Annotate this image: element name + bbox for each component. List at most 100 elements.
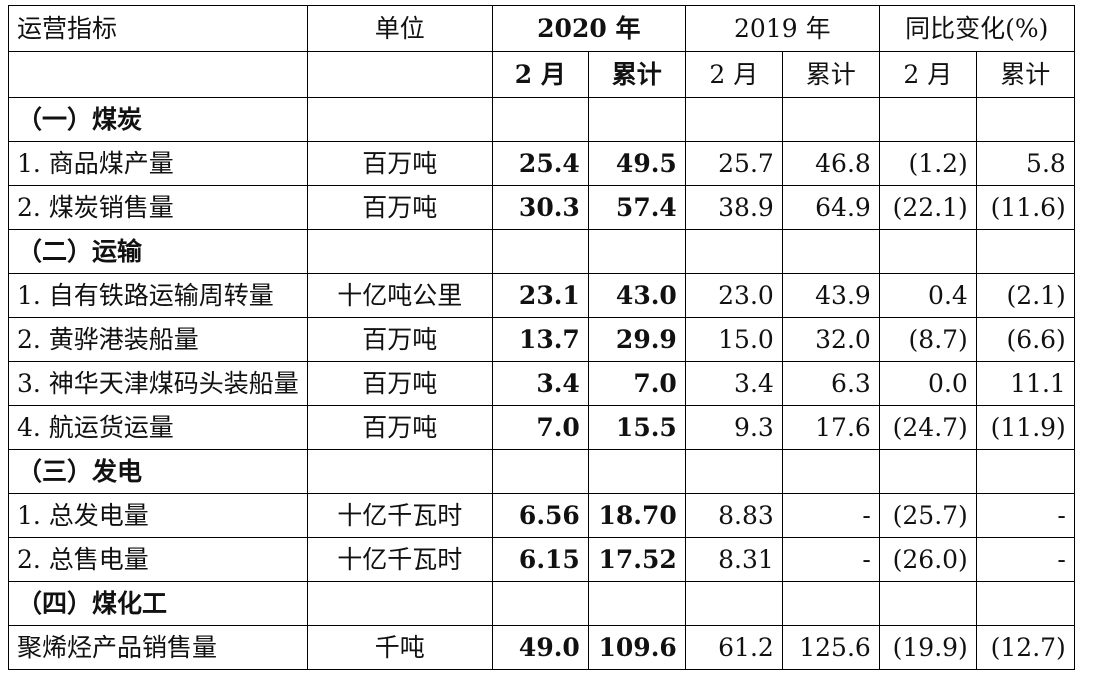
value-2019-feb: 3.4: [684, 361, 783, 406]
indicator-name: 2. 煤炭销售量: [8, 185, 308, 230]
header-yoy-feb: 2 月: [878, 51, 977, 98]
indicator-name: 2. 总售电量: [8, 537, 308, 582]
value-2020-cum: 43.0: [587, 273, 686, 318]
value-2020-cum: 17.52: [587, 537, 686, 582]
indicator-name: 2. 黄骅港装船量: [8, 317, 308, 362]
operating-indicators-table: 运营指标 单位 2020 年 2019 年 同比变化(%) 2 月 累计 2 月…: [8, 5, 1075, 670]
value-2019-feb: 61.2: [684, 625, 783, 670]
value-2019-cum: 32.0: [781, 317, 880, 362]
section-row-chemicals: （四）煤化工: [8, 581, 1075, 626]
yoy-feb: 0.0: [878, 361, 977, 406]
value-2020-cum: 18.70: [587, 493, 686, 538]
indicator-name: 1. 总发电量: [8, 493, 308, 538]
table-row: 2. 煤炭销售量 百万吨 30.3 57.4 38.9 64.9 (22.1) …: [8, 185, 1075, 230]
header-yoy: 同比变化(%): [878, 5, 1075, 52]
value-2020-feb: 13.7: [491, 317, 589, 362]
header-row-2: 2 月 累计 2 月 累计 2 月 累计: [8, 51, 1075, 98]
indicator-name: 4. 航运货运量: [8, 405, 308, 450]
section-row-power: （三）发电: [8, 449, 1075, 494]
table-row: 3. 神华天津煤码头装船量 百万吨 3.4 7.0 3.4 6.3 0.0 11…: [8, 361, 1075, 406]
yoy-feb: (1.2): [878, 141, 977, 186]
section-title: （四）煤化工: [8, 581, 308, 626]
value-2019-cum: 43.9: [781, 273, 880, 318]
value-2020-feb: 7.0: [491, 405, 589, 450]
value-2019-cum: -: [781, 493, 880, 538]
value-2019-cum: 125.6: [781, 625, 880, 670]
header-blank: [306, 51, 493, 98]
yoy-feb: (26.0): [878, 537, 977, 582]
value-2019-cum: 17.6: [781, 405, 880, 450]
yoy-feb: (25.7): [878, 493, 977, 538]
unit: 百万吨: [306, 361, 493, 406]
header-yoy-cum: 累计: [975, 51, 1075, 98]
value-2020-cum: 7.0: [587, 361, 686, 406]
section-row-transport: （二）运输: [8, 229, 1075, 274]
section-title: （二）运输: [8, 229, 308, 274]
table-row: 1. 总发电量 十亿千瓦时 6.56 18.70 8.83 - (25.7) -: [8, 493, 1075, 538]
header-row-1: 运营指标 单位 2020 年 2019 年 同比变化(%): [8, 5, 1075, 52]
yoy-feb: (22.1): [878, 185, 977, 230]
yoy-feb: 0.4: [878, 273, 977, 318]
value-2020-cum: 29.9: [587, 317, 686, 362]
yoy-cum: (6.6): [975, 317, 1075, 362]
yoy-feb: (24.7): [878, 405, 977, 450]
section-title: （三）发电: [8, 449, 308, 494]
header-2019-feb: 2 月: [684, 51, 783, 98]
header-2020-feb: 2 月: [491, 51, 589, 98]
table-row: 2. 黄骅港装船量 百万吨 13.7 29.9 15.0 32.0 (8.7) …: [8, 317, 1075, 362]
section-row-coal: （一）煤炭: [8, 97, 1075, 142]
header-2020-cum: 累计: [587, 51, 686, 98]
table-body: （一）煤炭 1. 商品煤产量 百万吨 25.4 49.5 25.7 46.8 (…: [8, 97, 1075, 670]
yoy-cum: (11.6): [975, 185, 1075, 230]
table-row: 1. 商品煤产量 百万吨 25.4 49.5 25.7 46.8 (1.2) 5…: [8, 141, 1075, 186]
yoy-cum: 5.8: [975, 141, 1075, 186]
value-2019-cum: 6.3: [781, 361, 880, 406]
yoy-cum: (12.7): [975, 625, 1075, 670]
unit: 千吨: [306, 625, 493, 670]
table-row: 聚烯烃产品销售量 千吨 49.0 109.6 61.2 125.6 (19.9)…: [8, 625, 1075, 670]
yoy-cum: -: [975, 537, 1075, 582]
value-2020-cum: 15.5: [587, 405, 686, 450]
value-2019-feb: 8.31: [684, 537, 783, 582]
value-2020-feb: 30.3: [491, 185, 589, 230]
value-2020-feb: 6.15: [491, 537, 589, 582]
table-row: 4. 航运货运量 百万吨 7.0 15.5 9.3 17.6 (24.7) (1…: [8, 405, 1075, 450]
value-2020-feb: 49.0: [491, 625, 589, 670]
table-row: 2. 总售电量 十亿千瓦时 6.15 17.52 8.31 - (26.0) -: [8, 537, 1075, 582]
yoy-cum: -: [975, 493, 1075, 538]
value-2020-cum: 49.5: [587, 141, 686, 186]
unit: 百万吨: [306, 317, 493, 362]
indicator-name: 1. 商品煤产量: [8, 141, 308, 186]
value-2020-feb: 3.4: [491, 361, 589, 406]
unit: 十亿吨公里: [306, 273, 493, 318]
value-2020-feb: 23.1: [491, 273, 589, 318]
yoy-feb: (8.7): [878, 317, 977, 362]
value-2019-feb: 23.0: [684, 273, 783, 318]
unit: 百万吨: [306, 405, 493, 450]
value-2019-cum: 64.9: [781, 185, 880, 230]
value-2019-feb: 25.7: [684, 141, 783, 186]
indicator-name: 3. 神华天津煤码头装船量: [8, 361, 308, 406]
section-title: （一）煤炭: [8, 97, 308, 142]
yoy-feb: (19.9): [878, 625, 977, 670]
unit: 百万吨: [306, 185, 493, 230]
unit: 十亿千瓦时: [306, 493, 493, 538]
value-2019-feb: 8.83: [684, 493, 783, 538]
value-2020-feb: 6.56: [491, 493, 589, 538]
table-row: 1. 自有铁路运输周转量 十亿吨公里 23.1 43.0 23.0 43.9 0…: [8, 273, 1075, 318]
header-2020: 2020 年: [491, 5, 686, 52]
value-2019-feb: 15.0: [684, 317, 783, 362]
yoy-cum: (11.9): [975, 405, 1075, 450]
header-2019: 2019 年: [684, 5, 880, 52]
indicator-name: 1. 自有铁路运输周转量: [8, 273, 308, 318]
header-blank: [8, 51, 308, 98]
value-2020-cum: 57.4: [587, 185, 686, 230]
header-indicator: 运营指标: [8, 5, 308, 52]
header-unit: 单位: [306, 5, 493, 52]
indicator-name: 聚烯烃产品销售量: [8, 625, 308, 670]
value-2019-feb: 38.9: [684, 185, 783, 230]
value-2020-feb: 25.4: [491, 141, 589, 186]
value-2019-cum: 46.8: [781, 141, 880, 186]
unit: 十亿千瓦时: [306, 537, 493, 582]
value-2020-cum: 109.6: [587, 625, 686, 670]
